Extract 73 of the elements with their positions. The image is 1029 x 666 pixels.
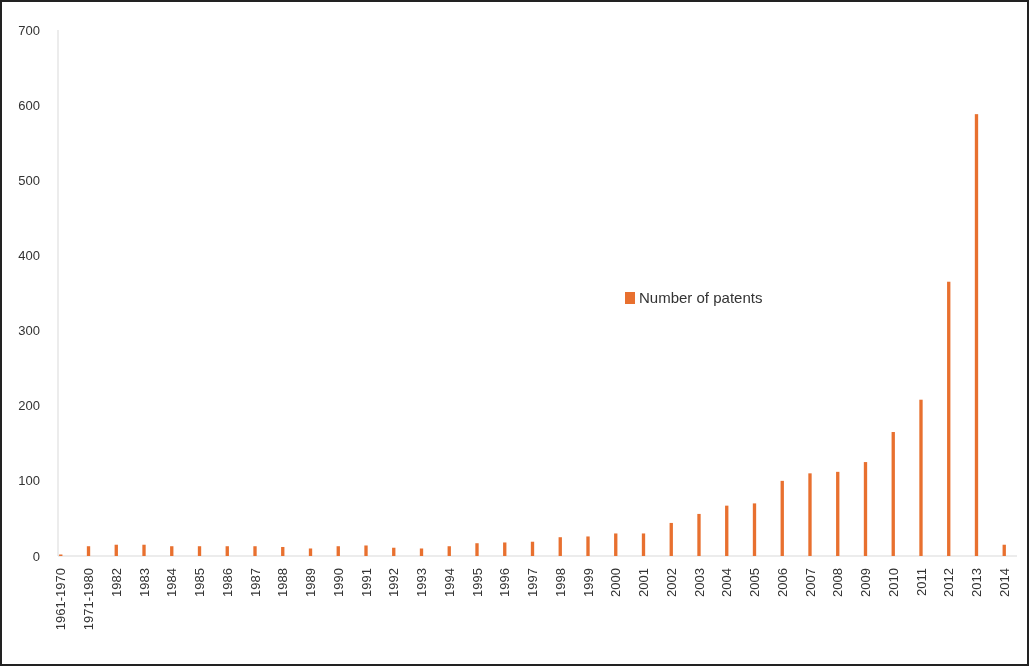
x-tick-label: 1985 — [192, 568, 208, 597]
bar — [170, 546, 174, 556]
bar — [364, 545, 368, 556]
bar — [503, 542, 507, 556]
bar — [808, 473, 812, 556]
x-tick-label: 2007 — [802, 568, 818, 597]
x-tick-label: 2006 — [774, 568, 790, 597]
bar — [558, 537, 562, 556]
x-tick-label: 2012 — [941, 568, 957, 597]
x-tick-label: 1983 — [136, 568, 152, 597]
x-tick-label: 1992 — [386, 568, 402, 597]
x-tick-label: 1996 — [497, 568, 513, 597]
x-tick-label: 1961-1970 — [53, 568, 69, 631]
bar — [974, 114, 979, 556]
x-tick-label: 2005 — [747, 568, 763, 597]
y-tick-label: 400 — [18, 247, 40, 263]
x-tick-label: 1971-1980 — [81, 568, 97, 631]
x-tick-label: 2014 — [996, 568, 1012, 597]
x-tick-label: 2008 — [830, 568, 846, 597]
x-tick-label: 1984 — [164, 568, 180, 597]
x-tick-label: 2010 — [885, 568, 901, 597]
bar — [836, 471, 840, 556]
x-tick-label: 1982 — [108, 568, 124, 597]
bar — [614, 533, 618, 556]
x-tick-label: 1989 — [303, 568, 319, 597]
x-tick-label: 2000 — [608, 568, 624, 597]
bar — [919, 399, 923, 556]
y-tick-label: 100 — [18, 473, 40, 489]
x-tick-label: 2004 — [719, 568, 735, 597]
bar — [891, 432, 895, 556]
bar — [142, 544, 146, 556]
x-tick-label: 1998 — [552, 568, 568, 597]
x-tick-label: 1993 — [414, 568, 430, 597]
bar — [225, 546, 229, 556]
bar — [419, 548, 424, 556]
y-tick-label: 500 — [18, 172, 40, 188]
bar — [947, 281, 951, 556]
x-tick-label: 1987 — [247, 568, 263, 597]
x-tick-label: 2002 — [663, 568, 679, 597]
x-tick-label: 1988 — [275, 568, 291, 597]
x-tick-label: 1986 — [219, 568, 235, 597]
bar — [697, 513, 701, 556]
bar — [447, 546, 451, 556]
x-tick-label: 1994 — [441, 568, 457, 597]
legend-label: Number of patents — [639, 289, 763, 307]
y-tick-label: 200 — [18, 398, 40, 414]
y-tick-label: 300 — [18, 323, 40, 339]
bar — [475, 543, 479, 556]
bar — [863, 462, 868, 556]
x-tick-label: 2001 — [636, 568, 652, 597]
bar — [308, 548, 313, 556]
x-tick-label: 1990 — [330, 568, 346, 597]
x-tick-label: 2003 — [691, 568, 707, 597]
y-tick-label: 700 — [18, 22, 40, 38]
x-tick-label: 1995 — [469, 568, 485, 597]
y-tick-label: 0 — [32, 548, 40, 564]
x-tick-label: 2011 — [913, 568, 929, 596]
bar — [86, 546, 91, 556]
bar — [336, 546, 340, 556]
x-tick-label: 2013 — [969, 568, 985, 597]
bar — [253, 546, 257, 556]
bar — [752, 503, 757, 556]
bar — [586, 536, 590, 556]
x-tick-label: 2009 — [858, 568, 874, 597]
bar — [780, 480, 784, 556]
x-tick-label: 1997 — [525, 568, 541, 597]
x-tick-label: 1991 — [358, 568, 374, 597]
bar — [197, 546, 202, 556]
bar — [281, 546, 285, 556]
bar — [669, 522, 673, 556]
bar — [641, 533, 646, 556]
x-tick-label: 1999 — [580, 568, 596, 597]
y-tick-label: 600 — [18, 97, 40, 113]
